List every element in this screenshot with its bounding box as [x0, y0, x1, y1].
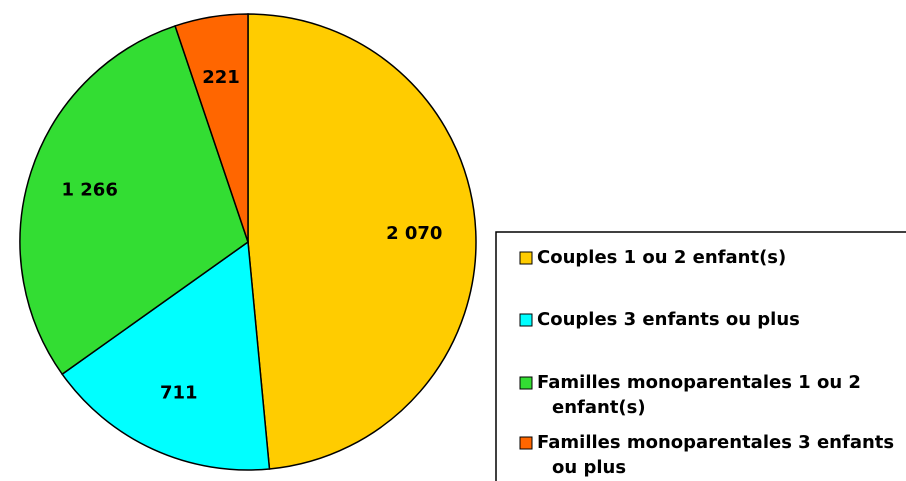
- legend-marker: [519, 376, 533, 390]
- legend-line: Familles monoparentales 3 enfants: [537, 432, 894, 453]
- legend-label: Familles monoparentales 3 enfants ou plus: [537, 432, 894, 478]
- data-label: 2 070: [386, 223, 442, 244]
- pie-slice: [247, 13, 477, 470]
- legend-box: [495, 231, 906, 481]
- legend-label: Couples 3 enfants ou plus: [537, 309, 800, 330]
- legend-line: enfant(s): [552, 397, 646, 418]
- legend-marker: [519, 251, 533, 265]
- legend-marker: [519, 436, 533, 450]
- data-label: 711: [160, 382, 198, 403]
- pie-slice: [61, 240, 271, 471]
- legend-label: Familles monoparentales 1 ou 2 enfant(s): [537, 372, 861, 418]
- pie-slice: [19, 25, 249, 376]
- legend-line: Familles monoparentales 1 ou 2: [537, 372, 861, 393]
- legend-label: Couples 1 ou 2 enfant(s): [537, 247, 786, 268]
- pie-slice: [174, 13, 249, 243]
- data-label: 221: [202, 67, 240, 88]
- data-label: 1 266: [61, 180, 117, 201]
- legend-line: ou plus: [552, 457, 626, 478]
- legend-marker: [519, 313, 533, 327]
